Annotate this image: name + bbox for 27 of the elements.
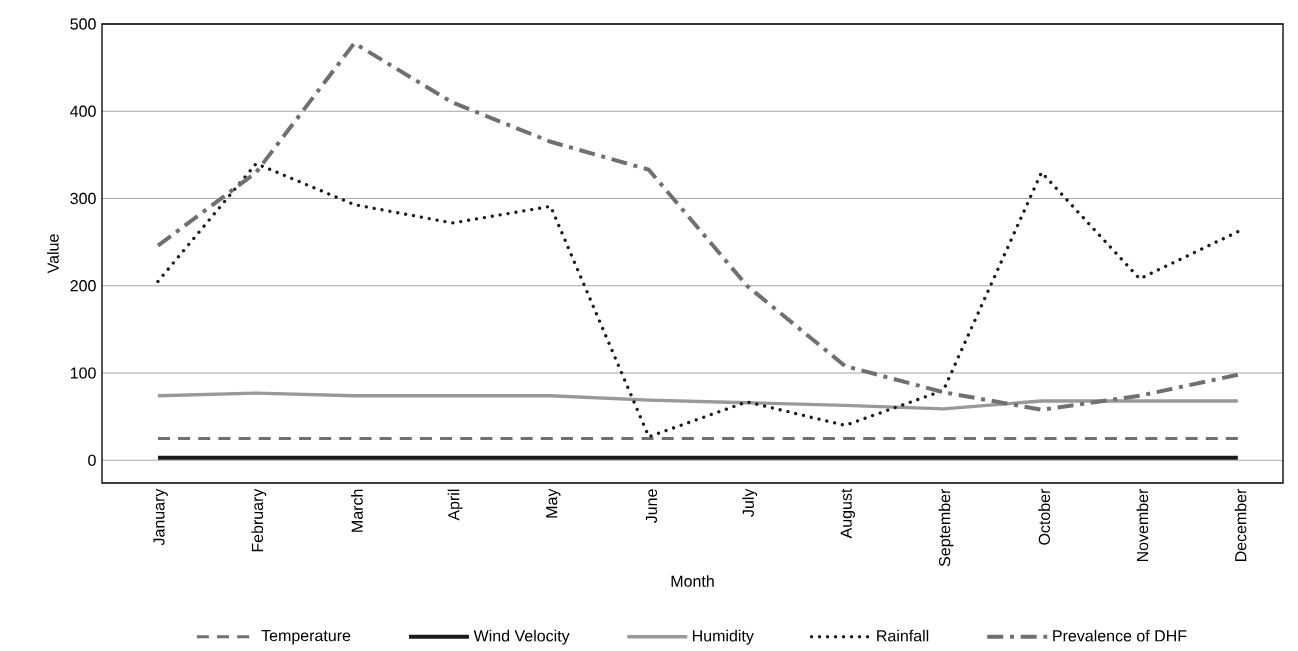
y-tick-label: 500 xyxy=(70,18,96,30)
legend-label: Wind Velocity xyxy=(473,629,570,645)
y-tick-label: 100 xyxy=(70,367,96,379)
y-tick-label: 300 xyxy=(70,192,96,205)
x-tick-label: March xyxy=(351,489,363,532)
y-tick-label: 0 xyxy=(88,454,96,466)
y-tick-label: 200 xyxy=(70,280,96,292)
x-tick-label: July xyxy=(742,488,758,517)
x-tick-label: June xyxy=(645,489,658,524)
x-tick-label: August xyxy=(840,488,855,539)
legend-label: Humidity xyxy=(692,629,754,645)
y-tick-label: 400 xyxy=(70,105,96,117)
y-axis-title: Value xyxy=(47,234,59,274)
x-tick-label: November xyxy=(1136,488,1149,562)
line-series xyxy=(156,161,1240,439)
x-tick-label: May xyxy=(546,488,561,518)
line-series xyxy=(155,41,1240,412)
x-tick-label: January xyxy=(153,488,168,546)
x-tick-label: September xyxy=(938,488,954,567)
legend-label: Temperature xyxy=(261,630,351,645)
x-tick-label: April xyxy=(447,489,463,521)
x-axis-title: Month xyxy=(671,575,714,587)
x-tick-label: October xyxy=(1038,488,1051,545)
legend-label: Rainfall xyxy=(877,629,929,642)
x-tick-label: December xyxy=(1234,488,1247,562)
x-tick-label: February xyxy=(251,488,267,552)
legend-label: Prevalence of DHF xyxy=(1053,629,1187,642)
